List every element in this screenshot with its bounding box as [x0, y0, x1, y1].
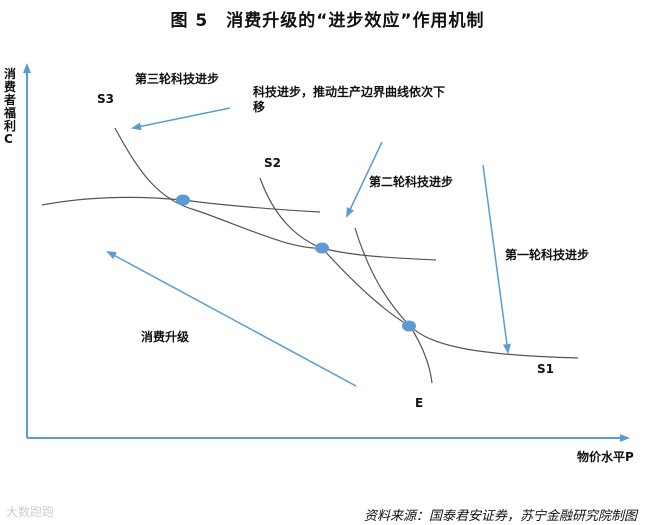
arrow-round3: [131, 107, 231, 131]
source-note: 资料来源：国泰君安证券，苏宁金融研究院制图: [363, 509, 637, 524]
curve-s2: [259, 177, 437, 261]
curve-s1: [354, 227, 433, 384]
annotation-round2: 第二轮科技进步: [369, 175, 454, 189]
curve-label-e: E: [415, 396, 424, 410]
curve-label-s2: S2: [264, 156, 281, 170]
curve-label-s3: S3: [97, 92, 114, 106]
arrow-consumption-upgrade: [106, 251, 357, 387]
annotation-consumption-upgrade: 消费升级: [141, 330, 190, 344]
arrow-round2: [346, 141, 383, 218]
curve-s3: [114, 127, 579, 359]
arrow-round1: [482, 164, 511, 354]
watermark: 大数跑跑: [6, 505, 55, 519]
equilibrium-point-2: [315, 242, 329, 254]
annotation-round3: 第三轮科技进步: [135, 72, 220, 86]
x-axis-label: 物价水平P: [577, 450, 634, 464]
annotation-round1: 第一轮科技进步: [505, 248, 590, 262]
equilibrium-point-3: [402, 320, 416, 332]
figure-title: 图 5 消费升级的“进步效应”作用机制: [170, 11, 485, 31]
curve-label-s1: S1: [537, 362, 554, 376]
y-axis-label: 消费者福利C: [4, 67, 17, 146]
annotation-tech-progress: 科技进步，推动生产边界曲线依次下移: [253, 85, 446, 114]
equilibrium-point-1: [176, 194, 190, 206]
